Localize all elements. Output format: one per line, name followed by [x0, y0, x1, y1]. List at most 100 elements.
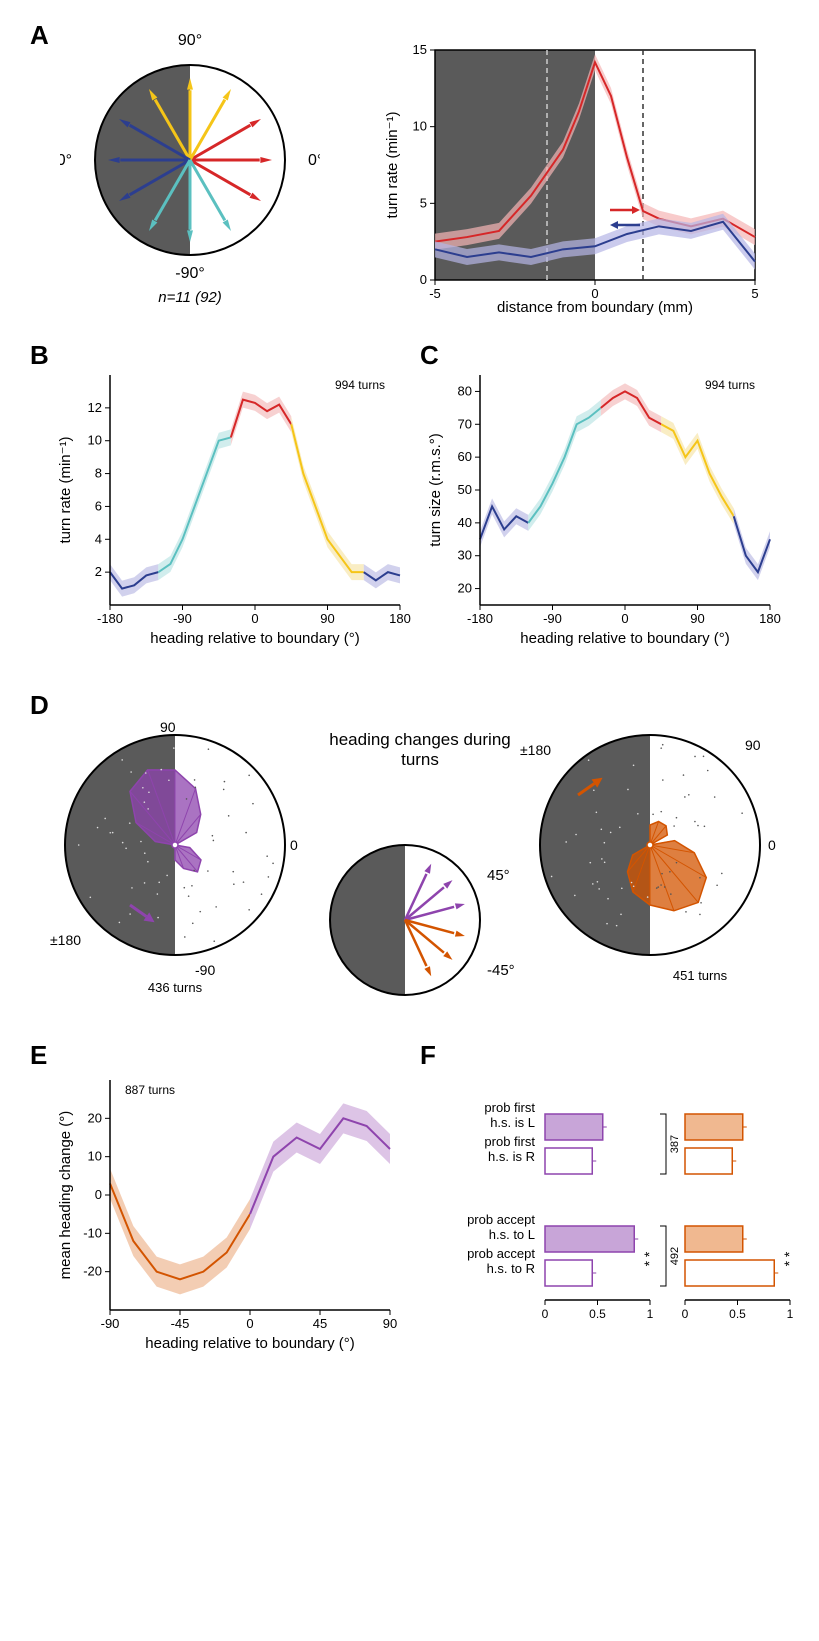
- svg-text:4: 4: [95, 531, 102, 546]
- svg-text:180: 180: [759, 611, 781, 626]
- svg-text:0: 0: [682, 1307, 689, 1321]
- svg-text:2: 2: [95, 564, 102, 579]
- d-center-45: 45°: [487, 867, 510, 884]
- svg-text:-90: -90: [101, 1316, 120, 1331]
- svg-text:492: 492: [669, 1247, 681, 1265]
- d-left-180: ±180: [50, 932, 81, 948]
- svg-text:-5: -5: [429, 286, 441, 301]
- svg-text:30: 30: [458, 548, 472, 563]
- svg-text:h.s. to R: h.s. to R: [487, 1261, 535, 1276]
- svg-text:prob accept: prob accept: [467, 1212, 535, 1227]
- panel-d-title: heading changes during turns: [310, 730, 530, 770]
- d-right-180: ±180: [520, 742, 551, 758]
- svg-text:15: 15: [413, 42, 427, 57]
- panel-d-left: 90 0 ±180 -90 436 turns: [50, 720, 320, 1000]
- svg-text:-180: -180: [97, 611, 123, 626]
- svg-text:0.5: 0.5: [589, 1307, 606, 1321]
- panel-b-label: B: [30, 340, 49, 371]
- svg-text:20: 20: [88, 1110, 102, 1125]
- d-left-90: 90: [160, 720, 176, 735]
- svg-text:70: 70: [458, 416, 472, 431]
- svg-text:1: 1: [647, 1307, 654, 1321]
- d-left-0: 0: [290, 837, 298, 853]
- svg-text:-20: -20: [83, 1264, 102, 1279]
- svg-text:0: 0: [246, 1316, 253, 1331]
- panel-b-chart: 994 turns -180 -90 0 90 180 2 4 6 8 10 12 heading…: [50, 360, 420, 660]
- svg-text:90: 90: [320, 611, 334, 626]
- svg-text:10: 10: [88, 433, 102, 448]
- d-center-n45: -45°: [487, 962, 515, 979]
- svg-text:40: 40: [458, 515, 472, 530]
- panel-e-chart: 887 turns -90 -45 0 45 90 -20 -10 0 10 20 headin…: [50, 1065, 410, 1365]
- svg-text:12: 12: [88, 400, 102, 415]
- svg-text:8: 8: [95, 466, 102, 481]
- svg-text:5: 5: [420, 195, 427, 210]
- figure-container: A 90° 0° -90° −180° n=11 (92) -505 05101…: [20, 20, 800, 1620]
- c-xlabel: heading relative to boundary (°): [520, 630, 729, 647]
- panel-d-right: 90 0 ±180 451 turns: [520, 720, 800, 1000]
- b-ylabel: turn rate (min⁻¹): [57, 436, 74, 543]
- svg-text:6: 6: [95, 498, 102, 513]
- e-note: 887 turns: [125, 1083, 175, 1097]
- svg-text:prob accept: prob accept: [467, 1246, 535, 1261]
- svg-text:5: 5: [751, 286, 758, 301]
- svg-text:80: 80: [458, 383, 472, 398]
- svg-text:90: 90: [690, 611, 704, 626]
- d-right-0: 0: [768, 837, 776, 853]
- svg-text:0: 0: [420, 272, 427, 287]
- a-xlabel: distance from boundary (mm): [497, 299, 693, 316]
- panel-a-compass: 90° 0° -90° −180° n=11 (92): [60, 30, 320, 310]
- panel-a-label: A: [30, 20, 49, 51]
- svg-text:0: 0: [95, 1187, 102, 1202]
- svg-text:0.5: 0.5: [729, 1307, 746, 1321]
- panel-d-label: D: [30, 690, 49, 721]
- svg-text:90: 90: [383, 1316, 397, 1331]
- compass-left: −180°: [60, 152, 72, 169]
- svg-text:50: 50: [458, 482, 472, 497]
- e-ylabel: mean heading change (°): [57, 1111, 74, 1280]
- b-xlabel: heading relative to boundary (°): [150, 630, 359, 647]
- svg-text:1: 1: [787, 1307, 794, 1321]
- b-note: 994 turns: [335, 378, 385, 392]
- svg-text:20: 20: [458, 581, 472, 596]
- svg-text:10: 10: [413, 119, 427, 134]
- d-left-n90: -90: [195, 962, 215, 978]
- d-right-90: 90: [745, 737, 761, 753]
- panel-e-label: E: [30, 1040, 47, 1071]
- svg-text:-180: -180: [467, 611, 493, 626]
- svg-text:0: 0: [251, 611, 258, 626]
- svg-text:h.s. is R: h.s. is R: [488, 1149, 535, 1164]
- svg-text:-45: -45: [171, 1316, 190, 1331]
- c-ylabel: turn size (r.m.s.°): [427, 433, 444, 547]
- d-left-turns: 436 turns: [148, 980, 203, 995]
- compass-top: 90°: [178, 32, 202, 49]
- svg-text:h.s. is L: h.s. is L: [490, 1115, 535, 1130]
- compass-right: 0°: [308, 152, 320, 169]
- svg-text:180: 180: [389, 611, 411, 626]
- svg-text:-10: -10: [83, 1225, 102, 1240]
- svg-text:45: 45: [313, 1316, 327, 1331]
- svg-text:-90: -90: [543, 611, 562, 626]
- compass-bottom: -90°: [175, 265, 205, 282]
- svg-text:10: 10: [88, 1149, 102, 1164]
- svg-text:* *: * *: [781, 1251, 797, 1266]
- svg-text:prob first: prob first: [484, 1134, 535, 1149]
- panel-d-center: 45° -45°: [315, 830, 525, 1020]
- svg-text:h.s. to L: h.s. to L: [489, 1227, 535, 1242]
- e-xlabel: heading relative to boundary (°): [145, 1335, 354, 1352]
- svg-text:0: 0: [621, 611, 628, 626]
- c-note: 994 turns: [705, 378, 755, 392]
- svg-text:* *: * *: [641, 1251, 657, 1266]
- d-right-turns: 451 turns: [673, 968, 728, 983]
- panel-f-chart: prob firsth.s. is Lprob firsth.s. is Rpr…: [410, 1080, 800, 1370]
- svg-text:0: 0: [542, 1307, 549, 1321]
- svg-text:-90: -90: [173, 611, 192, 626]
- compass-n: n=11 (92): [158, 289, 222, 306]
- panel-c-chart: 994 turns -180 -90 0 90 180 20 30 40 50 60 70 80 h…: [420, 360, 790, 660]
- panel-a-chart: -505 051015 distance from boundary (mm) …: [380, 30, 780, 320]
- svg-text:60: 60: [458, 449, 472, 464]
- panel-f-label: F: [420, 1040, 436, 1071]
- svg-text:prob first: prob first: [484, 1100, 535, 1115]
- a-ylabel: turn rate (min⁻¹): [384, 111, 401, 218]
- svg-text:387: 387: [669, 1135, 681, 1153]
